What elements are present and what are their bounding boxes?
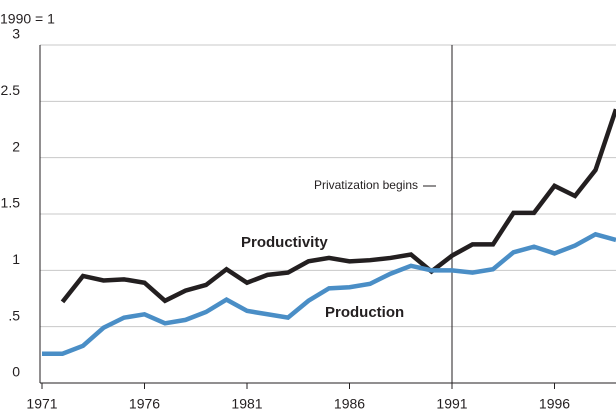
y-tick-label: 1 xyxy=(12,251,20,267)
y-tick-label: 2.5 xyxy=(1,82,21,98)
y-tick-label: .5 xyxy=(8,307,20,323)
y-tick-label: 2 xyxy=(12,138,20,154)
chart-subtitle: 1990 = 1 xyxy=(0,11,55,27)
annotation-label: Privatization begins xyxy=(314,178,418,192)
x-tick-label: 1976 xyxy=(129,396,160,412)
series-line xyxy=(60,108,616,304)
series-line xyxy=(42,231,616,356)
x-tick-label: 1986 xyxy=(334,396,365,412)
y-tick-label: 3 xyxy=(12,26,20,42)
y-tick-label: 0 xyxy=(12,364,20,380)
x-tick-label: 1991 xyxy=(436,396,467,412)
series-label: Productivity xyxy=(241,234,328,251)
x-tick-label: 1971 xyxy=(26,396,57,412)
series-label: Production xyxy=(325,304,404,321)
x-tick-label: 1996 xyxy=(539,396,570,412)
x-tick-label: 1981 xyxy=(231,396,262,412)
y-tick-label: 1.5 xyxy=(1,195,21,211)
